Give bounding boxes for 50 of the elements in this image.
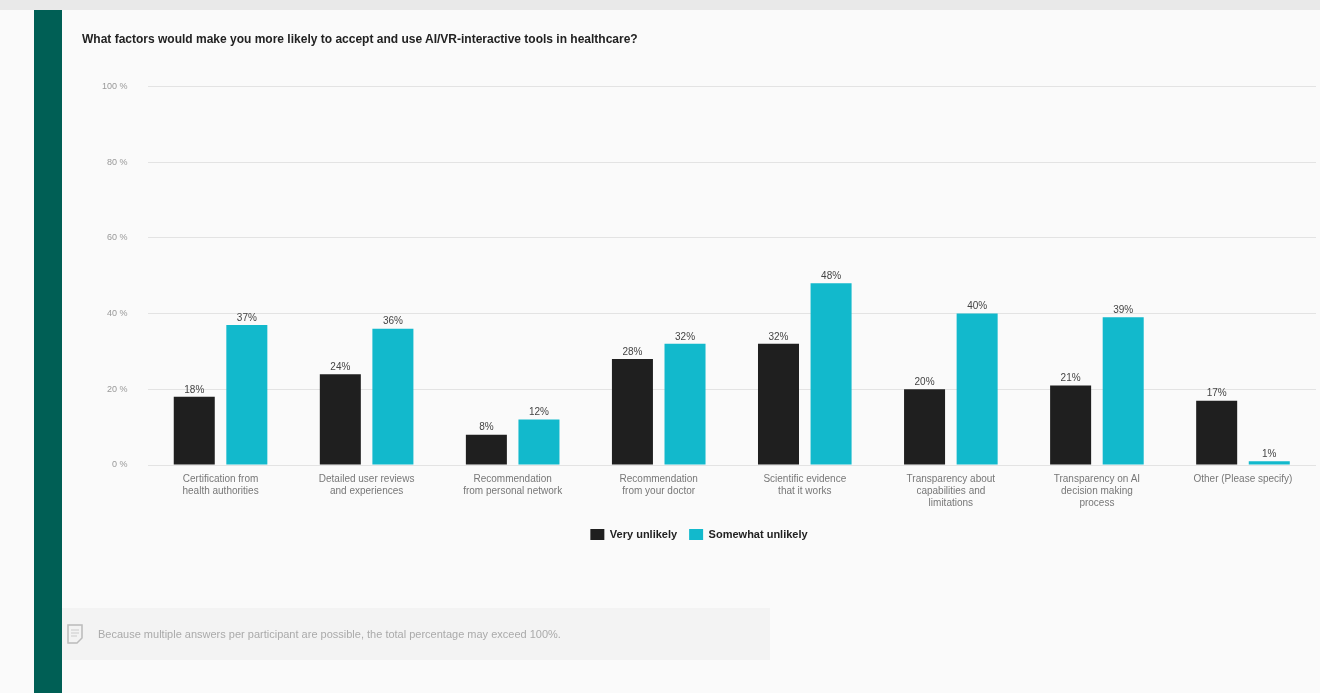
bar <box>904 389 946 465</box>
y-tick-label: 100 % <box>101 80 128 91</box>
y-tick-label: 0 % <box>112 459 128 470</box>
bar <box>664 343 706 465</box>
bar <box>1248 461 1290 465</box>
data-label: 32% <box>675 330 696 342</box>
data-label: 48% <box>821 270 842 282</box>
data-label: 32% <box>768 330 789 342</box>
data-label: 17% <box>1206 387 1227 399</box>
bar <box>757 343 800 465</box>
bar <box>611 358 653 465</box>
x-tick-label: Transparency about capabilities and limitations <box>906 472 996 508</box>
bar <box>1196 400 1238 465</box>
x-tick-label: Detailed user reviews and experiences <box>318 472 415 496</box>
text: Because multiple answers per participant are possible, the total percentage may exceed 100%. <box>98 628 561 640</box>
bar <box>1102 317 1144 465</box>
chart-title: What factors would make you more likely to accept and use AI/VR-interactive tools in healthcare? <box>82 31 638 46</box>
data-label: 28% <box>622 345 643 357</box>
data-label: 40% <box>967 300 988 312</box>
data-label: 24% <box>330 360 351 372</box>
bar <box>226 324 268 465</box>
data-label: 37% <box>236 311 257 323</box>
bar <box>173 396 215 465</box>
data-label: 8% <box>479 421 494 433</box>
data-label: 21% <box>1060 372 1081 384</box>
x-tick-label: Certification from health authorities <box>182 472 259 496</box>
data-label: 18% <box>184 383 205 395</box>
data-label: 12% <box>528 406 550 418</box>
x-tick-label: Recommendation from your doctor <box>619 472 698 496</box>
data-label: 36% <box>382 315 404 327</box>
y-tick-label: 40 % <box>107 308 128 319</box>
x-tick-label: Other (Please specify) <box>1193 472 1293 484</box>
bar <box>1050 385 1092 465</box>
data-label: 20% <box>914 376 935 388</box>
bar <box>372 328 414 465</box>
legend-label: Very unlikely <box>609 527 678 540</box>
x-tick-label: Transparency on AI decision making process <box>1053 472 1141 508</box>
y-tick-label: 80 % <box>107 156 128 167</box>
y-tick-label: 20 % <box>107 383 128 394</box>
bar <box>465 434 507 465</box>
legend-label: Somewhat unlikely <box>708 527 809 540</box>
data-label: 39% <box>1113 304 1134 316</box>
data-label: 1% <box>1262 447 1277 459</box>
bar <box>956 313 998 465</box>
bar <box>319 374 361 465</box>
bar <box>518 419 560 465</box>
x-tick-label: Scientific evidence that it works <box>763 472 847 496</box>
x-tick-label: Recommendation from personal network <box>463 472 564 496</box>
bar <box>810 283 852 465</box>
y-tick-label: 60 % <box>107 232 128 243</box>
